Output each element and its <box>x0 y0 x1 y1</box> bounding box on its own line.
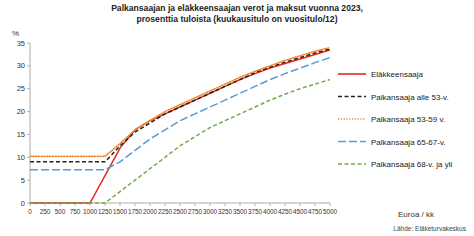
x-tick <box>180 203 181 206</box>
y-tick <box>27 88 30 89</box>
y-tick-label: 35 <box>17 39 25 48</box>
y-tick <box>27 157 30 158</box>
x-tick-label: 4500 <box>293 208 308 215</box>
legend-label: Palkansaaja 53-59 v. <box>371 115 445 124</box>
y-tick-label: 5 <box>21 176 25 185</box>
title: Palkansaajan ja eläkkeensaajan verot ja … <box>111 3 363 13</box>
y-axis <box>30 43 31 203</box>
x-tick <box>255 203 256 206</box>
y-tick-label: 0 <box>21 199 25 208</box>
series-line <box>30 50 330 203</box>
x-tick-label: 4750 <box>308 208 323 215</box>
y-tick-label: 15 <box>17 130 25 139</box>
x-tick-label: 0 <box>28 208 32 215</box>
x-tick-label: 1750 <box>128 208 143 215</box>
x-tick-label: 4000 <box>263 208 278 215</box>
x-tick-label: 2750 <box>188 208 203 215</box>
legend-swatch <box>338 141 366 143</box>
x-tick <box>330 203 331 206</box>
x-tick-label: 5000 <box>323 208 338 215</box>
x-tick <box>165 203 166 206</box>
x-tick <box>150 203 151 206</box>
x-tick-label: 3500 <box>233 208 248 215</box>
x-tick-label: 500 <box>55 208 66 215</box>
x-tick <box>135 203 136 206</box>
x-tick-label: 4250 <box>278 208 293 215</box>
x-tick <box>285 203 286 206</box>
x-tick <box>300 203 301 206</box>
series-line <box>30 58 330 170</box>
legend-label: Palkansaaja alle 53-v. <box>371 93 449 102</box>
x-tick-label: 1500 <box>113 208 128 215</box>
title: prosenttia tuloista (kuukausitulo on vuo… <box>136 14 337 24</box>
x-tick-label: 750 <box>70 208 81 215</box>
lines <box>30 48 330 203</box>
legend-swatch <box>338 163 366 165</box>
x-tick-label: 2250 <box>158 208 173 215</box>
y-tick-label: 20 <box>17 107 25 116</box>
x-tick-label: 1250 <box>98 208 113 215</box>
x-tick-label: 3750 <box>248 208 263 215</box>
chart: Palkansaajan ja eläkkeensaajan verot ja … <box>0 0 474 236</box>
source: Lähde: Eläketurvakeskus <box>393 225 466 232</box>
x-tick <box>195 203 196 206</box>
y-tick <box>27 43 30 44</box>
y-label: % <box>12 29 19 38</box>
legend-swatch <box>338 118 366 120</box>
y-tick <box>27 134 30 135</box>
x-tick <box>240 203 241 206</box>
x-tick-label: 1000 <box>83 208 98 215</box>
series-line <box>30 48 330 157</box>
x-tick <box>270 203 271 206</box>
legend-label: Eläkkeensaaja <box>371 70 424 79</box>
x-tick-label: 3000 <box>203 208 218 215</box>
y-tick-label: 25 <box>17 84 25 93</box>
x-tick <box>210 203 211 206</box>
x-tick <box>120 203 121 206</box>
x-tick <box>315 203 316 206</box>
x-label: Euroa / kk <box>398 210 435 219</box>
y-tick <box>27 65 30 66</box>
series-line <box>30 80 330 203</box>
y-tick <box>27 203 30 204</box>
y-tick-label: 10 <box>17 153 25 162</box>
x-tick-label: 250 <box>40 208 51 215</box>
legend-label: Palkansaaja 65-67-v. <box>371 138 446 147</box>
x-tick-label: 3250 <box>218 208 233 215</box>
x-tick <box>225 203 226 206</box>
x-tick-label: 2000 <box>143 208 158 215</box>
legend-swatch <box>338 96 366 98</box>
x-tick-label: 2500 <box>173 208 188 215</box>
legend-label: Palkansaaja 68-v. ja yli <box>371 160 452 169</box>
y-tick <box>27 180 30 181</box>
y-tick-label: 30 <box>17 61 25 70</box>
y-tick <box>27 111 30 112</box>
legend-swatch <box>338 73 366 75</box>
